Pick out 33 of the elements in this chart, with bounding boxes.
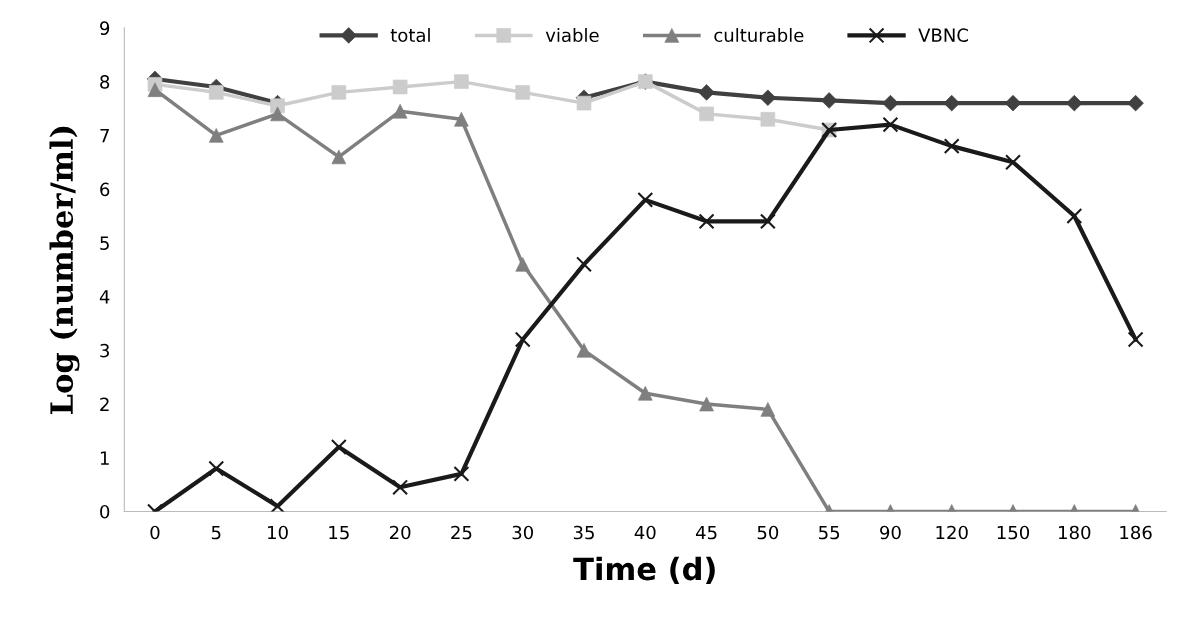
legend-label: VBNC bbox=[918, 28, 968, 42]
y-tick-label: 3 bbox=[100, 343, 109, 358]
y-tick-label: 5 bbox=[100, 236, 109, 250]
x-tick-label: 0 bbox=[150, 525, 160, 540]
y-tick-label: 9 bbox=[100, 21, 110, 36]
x-tick-label: 20 bbox=[389, 525, 411, 540]
x-tick-label: 120 bbox=[936, 525, 968, 540]
x-tick-label: 50 bbox=[757, 525, 779, 540]
x-tick-label: 10 bbox=[268, 525, 288, 540]
x-tick-label: 25 bbox=[451, 525, 472, 540]
x-tick-label: 55 bbox=[819, 525, 840, 540]
x-tick-label: 150 bbox=[997, 525, 1030, 540]
x-tick-label: 30 bbox=[512, 525, 533, 540]
x-axis-title: Time (d) bbox=[573, 556, 715, 584]
y-tick-label: 6 bbox=[100, 182, 110, 197]
y-tick-label: 1 bbox=[100, 451, 109, 465]
legend-label: total bbox=[390, 28, 430, 42]
x-tick-label: 40 bbox=[634, 525, 656, 540]
y-tick-label: 8 bbox=[100, 75, 110, 89]
legend-label: culturable bbox=[714, 28, 804, 42]
y-axis-title: Log (number/ml) bbox=[49, 126, 80, 415]
x-tick-label: 35 bbox=[573, 525, 594, 540]
x-tick-label: 5 bbox=[211, 525, 221, 540]
x-tick-label: 45 bbox=[695, 525, 717, 540]
x-tick-label: 90 bbox=[880, 525, 901, 540]
y-tick-label: 7 bbox=[100, 129, 109, 143]
y-tick-label: 0 bbox=[100, 504, 110, 519]
y-tick-label: 4 bbox=[99, 290, 110, 304]
legend-label: viable bbox=[545, 28, 599, 42]
x-tick-label: 186 bbox=[1120, 525, 1152, 540]
x-tick-label: 180 bbox=[1059, 525, 1091, 540]
y-tick-label: 2 bbox=[100, 397, 109, 411]
x-tick-label: 15 bbox=[329, 525, 349, 540]
